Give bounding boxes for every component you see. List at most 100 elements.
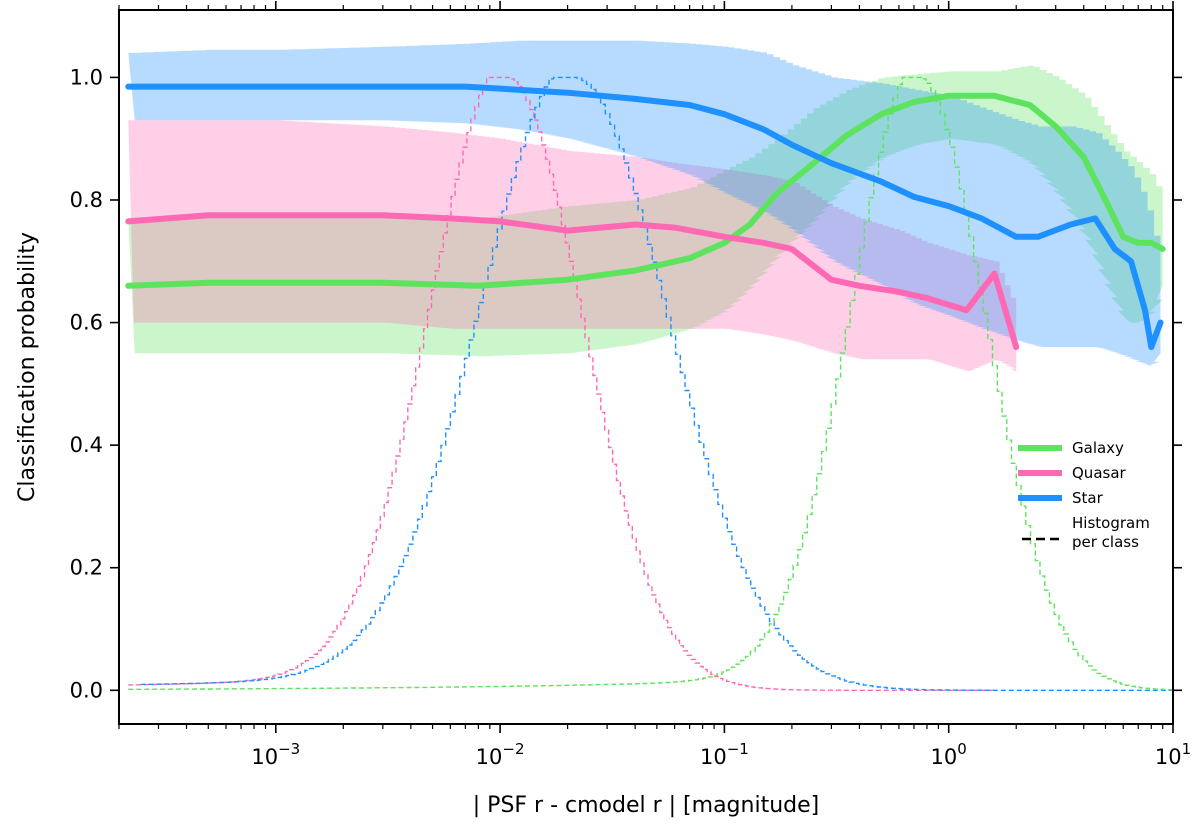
galaxy-point xyxy=(1029,104,1031,106)
star-point xyxy=(791,144,793,146)
star-point xyxy=(1015,236,1017,238)
star-point xyxy=(1159,322,1162,324)
star-point xyxy=(913,196,915,198)
y-axis-label: Classification probability xyxy=(15,232,40,502)
x-axis-label: | PSF r - cmodel r | [magnitude] xyxy=(473,793,819,818)
quasar-point xyxy=(993,272,996,275)
quasar-point xyxy=(127,220,129,222)
star-point xyxy=(275,86,277,88)
quasar-point xyxy=(207,214,209,216)
legend-label: Star xyxy=(1072,489,1104,507)
plot-frame xyxy=(118,9,1174,725)
star-point xyxy=(1114,248,1116,250)
y-tick-label: 1.0 xyxy=(70,65,103,89)
galaxy-histogram xyxy=(128,76,1174,691)
quasar-point xyxy=(965,309,968,311)
legend-entry-galaxy: Galaxy xyxy=(1018,439,1124,457)
legend-label: Galaxy xyxy=(1072,439,1124,457)
x-tick-label: 10−2 xyxy=(476,740,525,769)
star-band xyxy=(128,40,1161,366)
quasar-point xyxy=(382,214,384,216)
galaxy-point xyxy=(749,223,751,226)
star-point xyxy=(1037,236,1039,238)
galaxy-point xyxy=(813,162,815,164)
star-point xyxy=(1130,260,1132,262)
x-axis: 10−3 10−2 10−1 100 101 xyxy=(118,1,1191,769)
y-tick-label: 0.2 xyxy=(70,556,103,580)
quasar-point xyxy=(830,279,833,281)
star-point xyxy=(464,86,466,88)
star-point xyxy=(127,86,129,88)
quasar-point xyxy=(791,248,793,250)
star-point xyxy=(634,98,636,100)
galaxy-point xyxy=(689,257,691,259)
galaxy-point xyxy=(634,269,636,272)
galaxy-point xyxy=(1055,125,1057,127)
quasar-point xyxy=(449,217,451,219)
quasar-point xyxy=(898,291,900,293)
quasar-point xyxy=(674,227,676,229)
quasar-point xyxy=(1015,346,1017,348)
galaxy-point xyxy=(1137,242,1139,244)
galaxy-point xyxy=(993,95,996,97)
x-tick-label: 10−3 xyxy=(251,740,300,769)
star-point xyxy=(567,92,569,94)
quasar-point xyxy=(275,214,277,216)
y-tick-label: 0.6 xyxy=(70,311,103,335)
quasar-point xyxy=(499,220,501,222)
series-lines xyxy=(125,83,1166,351)
star-point xyxy=(980,217,983,219)
x-tick-label: 10−1 xyxy=(700,740,749,769)
star-point xyxy=(1144,309,1146,311)
quasar-point xyxy=(723,236,726,238)
y-axis: 0.0 0.2 0.4 0.6 0.8 1.0 xyxy=(70,65,1182,702)
star-point xyxy=(763,128,765,131)
quasar-point xyxy=(763,242,765,244)
galaxy-point xyxy=(275,282,277,284)
galaxy-point xyxy=(880,113,882,115)
galaxy-point xyxy=(948,95,950,97)
star-point xyxy=(689,104,691,106)
galaxy-point xyxy=(382,282,384,284)
legend-entry-quasar: Quasar xyxy=(1018,464,1127,482)
quasar-point xyxy=(926,297,928,299)
star-point xyxy=(382,86,384,88)
galaxy-point xyxy=(477,285,479,287)
galaxy-point xyxy=(723,242,726,244)
galaxy-point xyxy=(775,193,777,195)
quasar-point xyxy=(567,230,569,232)
x-tick-label: 101 xyxy=(1155,740,1191,769)
star-point xyxy=(1070,223,1072,226)
galaxy-point xyxy=(1122,236,1124,238)
galaxy-point xyxy=(127,285,129,287)
star-point xyxy=(1094,217,1096,219)
star-point xyxy=(948,205,950,207)
star-point xyxy=(723,113,726,115)
star-line xyxy=(125,83,1164,351)
x-tick-label: 100 xyxy=(931,740,967,769)
galaxy-point xyxy=(845,135,848,137)
galaxy-point xyxy=(567,279,569,281)
galaxy-point xyxy=(1150,242,1152,244)
legend-label: Histogram xyxy=(1072,514,1150,532)
star-point xyxy=(517,89,519,91)
legend-entry-star: Star xyxy=(1018,489,1104,507)
galaxy-point xyxy=(1104,199,1107,201)
star-point xyxy=(830,162,833,164)
y-tick-label: 0.0 xyxy=(70,678,103,702)
star-point xyxy=(1150,346,1152,348)
quasar-point xyxy=(634,223,636,226)
star-histogram xyxy=(140,76,1173,691)
star-point xyxy=(880,181,882,183)
galaxy-point xyxy=(207,282,209,284)
galaxy-point xyxy=(1083,156,1085,158)
galaxy-point xyxy=(913,101,915,103)
legend-label: Quasar xyxy=(1072,464,1127,482)
quasar-point xyxy=(858,285,861,287)
quasar-band xyxy=(128,120,1017,372)
legend-label-line2: per class xyxy=(1072,533,1139,551)
galaxy-point xyxy=(1162,248,1164,250)
